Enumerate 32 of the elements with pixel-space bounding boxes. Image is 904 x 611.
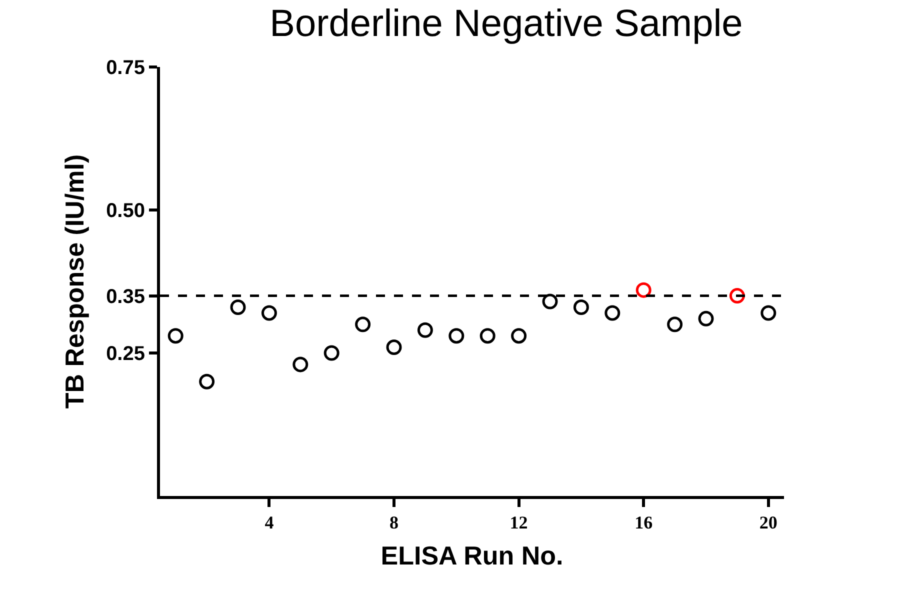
- x-tick-label: 12: [510, 512, 528, 533]
- point: [230, 299, 246, 315]
- point: [667, 316, 683, 332]
- point: [355, 316, 371, 332]
- point: [573, 299, 589, 315]
- x-tick-label: 16: [634, 512, 653, 533]
- y-tick-label: 0.35: [106, 286, 145, 308]
- point: [448, 328, 464, 344]
- x-tick-label: 20: [759, 512, 778, 533]
- point: [417, 322, 433, 338]
- x-tick-label: 8: [390, 512, 398, 533]
- point: [480, 328, 496, 344]
- y-axis-title: TB Response (IU/ml): [59, 154, 90, 409]
- point: [261, 305, 277, 321]
- point: [729, 288, 745, 304]
- chart-title: Borderline Negative Sample: [270, 2, 743, 45]
- y-tick-label: 0.50: [106, 200, 145, 222]
- y-tick-label: 0.75: [106, 57, 145, 79]
- point: [542, 294, 558, 310]
- x-axis-title: ELISA Run No.: [380, 540, 564, 570]
- x-tick-label: 4: [264, 512, 274, 533]
- point: [324, 345, 340, 361]
- point: [604, 305, 620, 321]
- point: [698, 310, 714, 326]
- point: [292, 356, 308, 372]
- point: [386, 340, 402, 356]
- y-tick-label: 0.25: [106, 343, 145, 365]
- point: [636, 282, 652, 298]
- point: [760, 305, 776, 321]
- point: [168, 328, 184, 344]
- point: [511, 328, 527, 344]
- point: [199, 374, 215, 390]
